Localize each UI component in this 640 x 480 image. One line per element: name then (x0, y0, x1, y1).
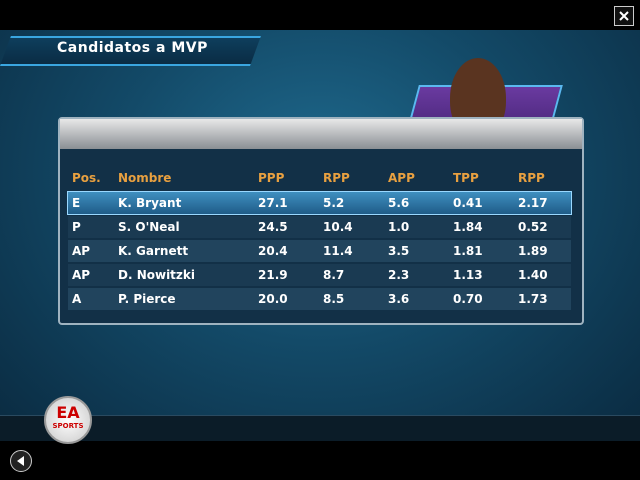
column-header: RPP (323, 171, 350, 185)
table-row (68, 264, 571, 286)
column-header: Pos. (72, 171, 101, 185)
selected-row (67, 191, 572, 215)
table-cell: A (72, 292, 82, 306)
table-cell: 2.17 (518, 196, 548, 210)
table-cell: 1.89 (518, 244, 548, 258)
table-cell: 3.5 (388, 244, 410, 258)
table-cell: K. Bryant (118, 196, 182, 210)
table-cell: 2.3 (388, 268, 410, 282)
top-bar (0, 0, 640, 30)
table-cell: 1.73 (518, 292, 548, 306)
table-cell: 8.7 (323, 268, 345, 282)
table-cell: 8.5 (323, 292, 345, 306)
table-cell: P. Pierce (118, 292, 176, 306)
column-header: Nombre (118, 171, 172, 185)
back-button[interactable] (10, 450, 32, 472)
table-cell: 5.6 (388, 196, 410, 210)
table-row (68, 216, 571, 238)
table-cell: P (72, 220, 81, 234)
table-cell: 1.40 (518, 268, 548, 282)
table-cell: 27.1 (258, 196, 288, 210)
panel-header (60, 119, 582, 149)
table-cell: 21.9 (258, 268, 288, 282)
column-header: APP (388, 171, 415, 185)
table-row (68, 288, 571, 310)
logo-text: EA (56, 403, 80, 422)
table-cell: 3.6 (388, 292, 410, 306)
table-cell: 5.2 (323, 196, 345, 210)
table-cell: 10.4 (323, 220, 353, 234)
screen-title: Candidatos a MVP (57, 40, 208, 56)
table-cell: 11.4 (323, 244, 353, 258)
table-cell: 0.70 (453, 292, 483, 306)
table-cell: K. Garnett (118, 244, 189, 258)
table-cell: 0.41 (453, 196, 483, 210)
close-icon (619, 11, 629, 21)
table-cell: 0.52 (518, 220, 548, 234)
table-cell: 24.5 (258, 220, 288, 234)
column-header: TPP (453, 171, 479, 185)
table-cell: E (72, 196, 81, 210)
table-cell: 20.0 (258, 292, 288, 306)
table-cell: 1.81 (453, 244, 483, 258)
table-cell: D. Nowitzki (118, 268, 195, 282)
back-icon (17, 456, 24, 466)
table-cell: AP (72, 244, 91, 258)
table-cell: 1.0 (388, 220, 410, 234)
ea-logo: EA SPORTS (44, 396, 92, 444)
table-cell: 20.4 (258, 244, 288, 258)
column-header: RPP (518, 171, 545, 185)
table-row (68, 240, 571, 262)
table-cell: AP (72, 268, 91, 282)
logo-subtext: SPORTS (52, 422, 84, 430)
close-button[interactable] (614, 6, 634, 26)
table-cell: 1.13 (453, 268, 483, 282)
column-header: PPP (258, 171, 285, 185)
table-cell: 1.84 (453, 220, 483, 234)
table-cell: S. O'Neal (118, 220, 180, 234)
bottom-bar (0, 415, 640, 441)
